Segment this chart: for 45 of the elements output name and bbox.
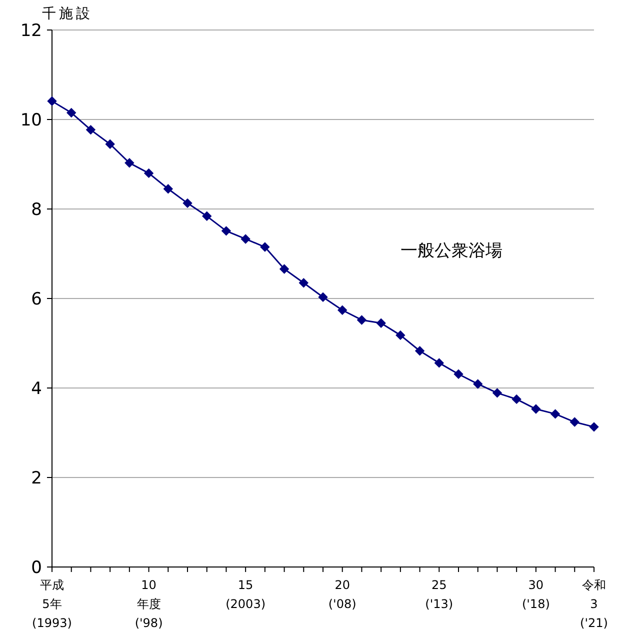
x-tick-label: 10 年度 ('98) — [134, 578, 163, 630]
point — [86, 124, 96, 135]
y-tick-label: 4 — [31, 378, 42, 399]
point — [66, 108, 76, 118]
point — [298, 278, 308, 288]
point — [318, 292, 328, 302]
point — [589, 422, 599, 432]
x-tick-label: 20 ('08) — [328, 578, 356, 611]
point — [105, 139, 115, 149]
point — [260, 242, 270, 252]
point — [550, 409, 560, 419]
point — [202, 211, 212, 222]
y-tick-label: 6 — [31, 289, 42, 310]
y-tick-label: 8 — [31, 200, 42, 220]
y-tick-label: 0 — [31, 558, 42, 578]
point — [434, 358, 444, 368]
text: 一般公衆浴場 — [400, 240, 502, 261]
y-tick-label: 2 — [31, 468, 42, 488]
point — [396, 330, 406, 340]
x-tick-label: 令和 3 ('21) — [580, 578, 608, 630]
point — [376, 318, 386, 328]
x-tick-label: 30 ('18) — [522, 578, 550, 611]
point — [356, 315, 367, 325]
x-tick-label: 15 (2003) — [226, 578, 266, 611]
point — [47, 96, 57, 106]
point — [221, 226, 232, 236]
point — [124, 158, 134, 168]
point — [144, 168, 154, 178]
point — [454, 369, 464, 379]
y-axis-title: 千施設 — [42, 6, 93, 22]
x-tick-label: 平成 5年 (1993) — [32, 578, 72, 630]
point — [473, 379, 483, 389]
y-tick-label: 10 — [20, 110, 42, 130]
point — [492, 388, 502, 398]
point — [570, 417, 580, 427]
point — [512, 394, 522, 404]
x-tick-label: 25 ('13) — [425, 578, 454, 611]
point — [338, 305, 348, 315]
point — [531, 404, 541, 414]
point — [240, 234, 250, 244]
point — [279, 264, 290, 274]
point — [414, 346, 425, 356]
y-tick-label: 12 — [20, 20, 42, 41]
point — [163, 184, 173, 194]
point — [182, 198, 192, 208]
